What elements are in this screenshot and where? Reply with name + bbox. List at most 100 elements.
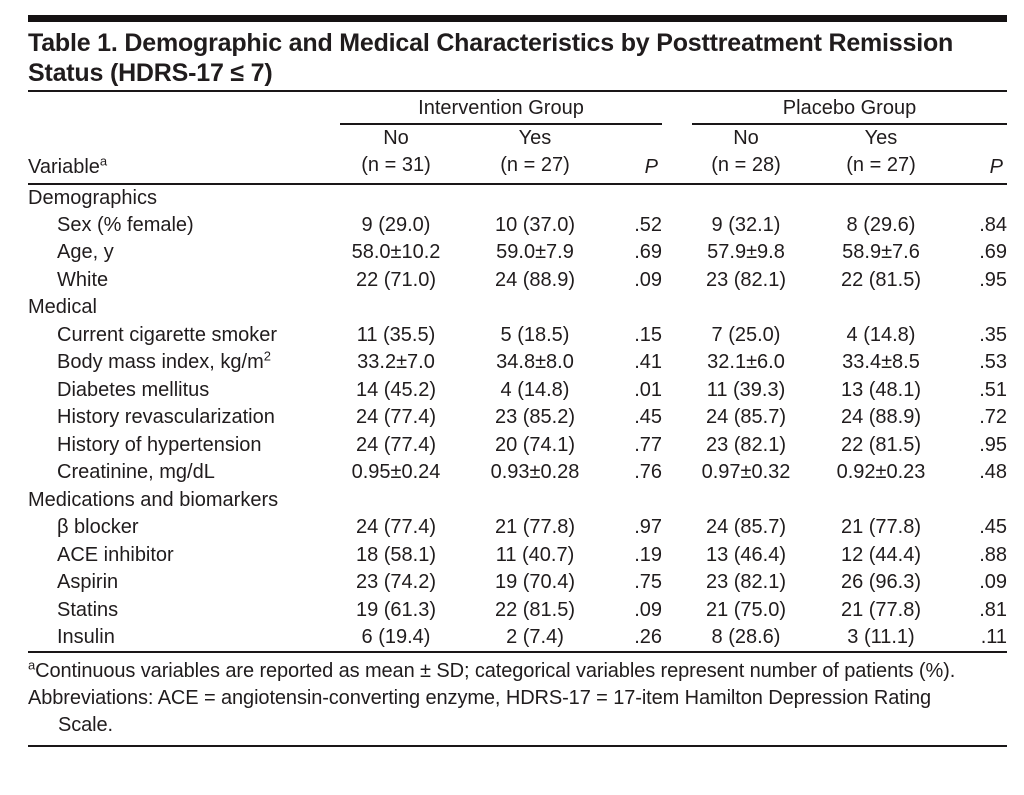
- value-cell: 59.0±7.9: [496, 241, 574, 264]
- column-header-row: Variablea No (n = 31) Yes (n = 27) P No …: [28, 124, 1008, 185]
- row-label: Creatinine, mg/dL: [57, 461, 215, 484]
- value-cell: 57.9±9.8: [707, 241, 785, 264]
- p-value-cell: .11: [962, 624, 1008, 653]
- p-value-cell: .72: [979, 406, 1008, 429]
- p-value-cell: .95: [979, 433, 1008, 456]
- value-cell: 58.9±7.6: [842, 241, 920, 264]
- p-value-cell: .45: [634, 406, 662, 429]
- table-row: Insulin 6 (19.4) 2 (7.4) .26 8 (28.6) 3 (11.1…: [28, 624, 1008, 653]
- value-cell: 33.4±8.5: [842, 351, 920, 374]
- row-label: Diabetes mellitus: [57, 378, 210, 401]
- variable-column-header: Variablea: [28, 124, 340, 185]
- row-label: White: [57, 268, 109, 291]
- table-row: ACE inhibitor 18 (58.1) 11 (40.7) .19 13 (46…: [28, 542, 1007, 570]
- value-cell: 8 (29.6): [846, 213, 916, 236]
- p-value-cell: .76: [634, 461, 662, 484]
- placebo-yes-n: (n = 27): [846, 154, 916, 176]
- intervention-no-n: (n = 31): [361, 154, 431, 176]
- placebo-yes-label: Yes: [864, 127, 898, 149]
- column-gap-cell: [662, 349, 692, 377]
- value-cell: 22 (81.5): [494, 598, 576, 621]
- value-cell: 24 (77.4): [355, 406, 437, 429]
- p-value-cell: .52: [634, 213, 662, 236]
- value-cell: 0.93±0.28: [490, 461, 580, 484]
- value-cell: 21 (77.8): [494, 516, 576, 539]
- column-gap-cell: [662, 542, 692, 570]
- section-label: Demographics: [28, 186, 157, 209]
- characteristics-table: Intervention Group Placebo Group Variabl…: [28, 92, 1008, 653]
- row-label: Sex (% female): [57, 213, 194, 236]
- row-label: Aspirin: [57, 571, 119, 594]
- value-cell: 10 (37.0): [494, 213, 576, 236]
- p-value-cell: .15: [634, 323, 662, 346]
- p-value-cell: .19: [634, 543, 662, 566]
- row-label: Insulin: [28, 624, 340, 653]
- table-row: Current cigarette smoker 11 (35.5) 5 (18.5…: [28, 322, 1007, 350]
- section-header-row: Medical: [28, 294, 1007, 322]
- column-gap-cell: [662, 597, 692, 625]
- footnote-abbreviations-text: Abbreviations: ACE = angiotensin-convert…: [28, 686, 932, 736]
- value-cell: 3 (11.1): [800, 624, 962, 653]
- value-cell: 58.0±10.2: [351, 241, 441, 264]
- intervention-no-label: No: [383, 127, 409, 149]
- row-label: Body mass index, kg/m2: [57, 348, 271, 374]
- column-gap-cell: [662, 322, 692, 350]
- table-row: Diabetes mellitus 14 (45.2) 4 (14.8) .01 11 …: [28, 377, 1007, 405]
- placebo-no-label: No: [733, 127, 759, 149]
- p-value-cell: .69: [979, 241, 1008, 264]
- value-cell: 23 (74.2): [355, 571, 437, 594]
- column-gap-cell: [662, 212, 692, 240]
- value-cell: 0.95±0.24: [351, 461, 441, 484]
- p-value-cell: .81: [979, 598, 1008, 621]
- value-cell: 24 (88.9): [840, 406, 922, 429]
- intervention-yes-label: Yes: [518, 127, 552, 149]
- table-row: β blocker 24 (77.4) 21 (77.8) .97 24 (85.7) 2…: [28, 514, 1007, 542]
- section-label: Medical: [28, 296, 97, 319]
- table-title-line-2: Status (HDRS-17 ≤ 7): [28, 59, 273, 87]
- table-body: Demographics Sex (% female) 9 (29.0) 10 (37…: [28, 184, 1008, 653]
- value-cell: 19 (61.3): [355, 598, 437, 621]
- value-cell: 18 (58.1): [355, 543, 437, 566]
- p-value-cell: .48: [979, 461, 1008, 484]
- value-cell: 24 (88.9): [494, 268, 576, 291]
- value-cell: 13 (48.1): [840, 378, 922, 401]
- value-cell: 9 (29.0): [361, 213, 431, 236]
- column-gap-cell: [662, 239, 692, 267]
- value-cell: 23 (85.2): [494, 406, 576, 429]
- value-cell: 24 (77.4): [355, 516, 437, 539]
- intervention-no-column-header: No (n = 31): [340, 124, 452, 185]
- p-value-cell: .35: [979, 323, 1008, 346]
- value-cell: 4 (14.8): [500, 378, 570, 401]
- intervention-group-header: Intervention Group: [340, 92, 662, 125]
- footnote-a: aContinuous variables are reported as me…: [28, 658, 986, 685]
- value-cell: 13 (46.4): [705, 543, 787, 566]
- value-cell: 21 (77.8): [840, 516, 922, 539]
- value-cell: 22 (81.5): [840, 433, 922, 456]
- table-row: Age, y 58.0±10.2 59.0±7.9 .69 57.9±9.8 58.9±7…: [28, 239, 1007, 267]
- value-cell: 7 (25.0): [711, 323, 781, 346]
- placebo-no-column-header: No (n = 28): [692, 124, 800, 185]
- value-cell: 5 (18.5): [500, 323, 570, 346]
- table-row: Sex (% female) 9 (29.0) 10 (37.0) .52 9 (32.…: [28, 212, 1007, 240]
- table-row: History of hypertension 24 (77.4) 20 (74.1…: [28, 432, 1007, 460]
- variable-footnote-marker: a: [99, 153, 108, 169]
- placebo-group-label: Placebo Group: [782, 97, 917, 119]
- p-value-cell: .95: [979, 268, 1008, 291]
- intervention-yes-column-header: Yes (n = 27): [452, 124, 618, 185]
- row-label: Age, y: [57, 241, 114, 264]
- column-gap-cell: [662, 459, 692, 487]
- value-cell: 2 (7.4): [452, 624, 618, 653]
- table-row: Statins 19 (61.3) 22 (81.5) .09 21 (75.0) 21 …: [28, 597, 1007, 625]
- row-label-superscript: 2: [263, 348, 271, 364]
- row-label: Current cigarette smoker: [57, 323, 278, 346]
- placebo-group-header: Placebo Group: [692, 92, 1008, 125]
- bottom-rule: [28, 744, 1007, 747]
- journal-table-page: Table 1. Demographic and Medical Charact…: [28, 15, 1008, 747]
- value-cell: 21 (75.0): [705, 598, 787, 621]
- group-header-row: Intervention Group Placebo Group: [28, 92, 1008, 125]
- p-value-cell: .75: [634, 571, 662, 594]
- title-divider-rule: [28, 90, 1007, 92]
- value-cell: 0.97±0.32: [701, 461, 791, 484]
- value-cell: 19 (70.4): [494, 571, 576, 594]
- value-cell: 34.8±8.0: [496, 351, 574, 374]
